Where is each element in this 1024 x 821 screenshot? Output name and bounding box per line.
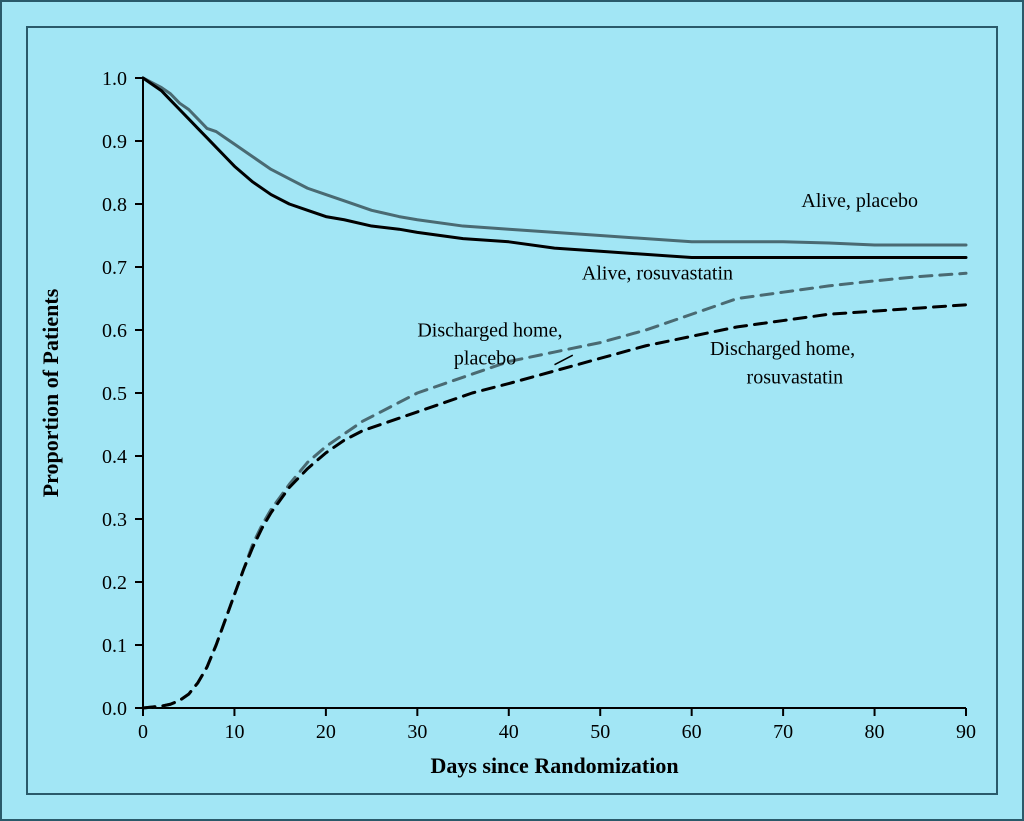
label-pointer	[555, 355, 573, 364]
label-alive-placebo: Alive, placebo	[801, 190, 918, 212]
x-tick-label: 90	[956, 721, 976, 743]
y-tick-label: 0.7	[102, 257, 127, 279]
y-tick-label: 0.5	[102, 383, 127, 405]
label-discharged-rosuvastatin-1: Discharged home,	[710, 338, 855, 360]
y-tick-label: 0.4	[102, 446, 127, 468]
y-tick-label: 0.8	[102, 194, 127, 216]
y-tick-label: 0.0	[102, 698, 127, 720]
x-tick-label: 10	[224, 721, 244, 743]
x-tick-label: 60	[682, 721, 702, 743]
label-discharged-placebo-1: Discharged home,	[417, 319, 562, 341]
y-tick-label: 0.9	[102, 131, 127, 153]
x-axis-title: Days since Randomization	[430, 753, 678, 778]
x-tick-label: 70	[773, 721, 793, 743]
survival-chart: 0 10 20 30 40 50 60 70 80 90 0.0 0.1 0.2 0.3 0.4 0.5 0.6…	[28, 28, 996, 793]
y-tick-label: 1.0	[102, 68, 127, 90]
chart-panel: 0 10 20 30 40 50 60 70 80 90 0.0 0.1 0.2 0.3 0.4 0.5 0.6…	[26, 26, 998, 795]
x-tick-label: 30	[407, 721, 427, 743]
x-tick-label: 40	[499, 721, 519, 743]
y-tick-label: 0.6	[102, 320, 127, 342]
outer-frame: 0 10 20 30 40 50 60 70 80 90 0.0 0.1 0.2 0.3 0.4 0.5 0.6…	[0, 0, 1024, 821]
x-tick-label: 50	[590, 721, 610, 743]
series-alive_placebo	[143, 78, 966, 245]
x-tick-label: 20	[316, 721, 336, 743]
y-tick-label: 0.1	[102, 635, 127, 657]
label-alive-rosuvastatin: Alive, rosuvastatin	[582, 263, 733, 285]
y-tick-label: 0.2	[102, 572, 127, 594]
y-axis-title: Proportion of Patients	[38, 288, 63, 497]
x-tick-label: 80	[865, 721, 885, 743]
label-discharged-placebo-2: placebo	[454, 348, 516, 370]
series-discharged_rosuvastatin	[143, 305, 966, 708]
x-tick-label: 0	[138, 721, 148, 743]
label-discharged-rosuvastatin-2: rosuvastatin	[747, 367, 844, 389]
y-tick-label: 0.3	[102, 509, 127, 531]
